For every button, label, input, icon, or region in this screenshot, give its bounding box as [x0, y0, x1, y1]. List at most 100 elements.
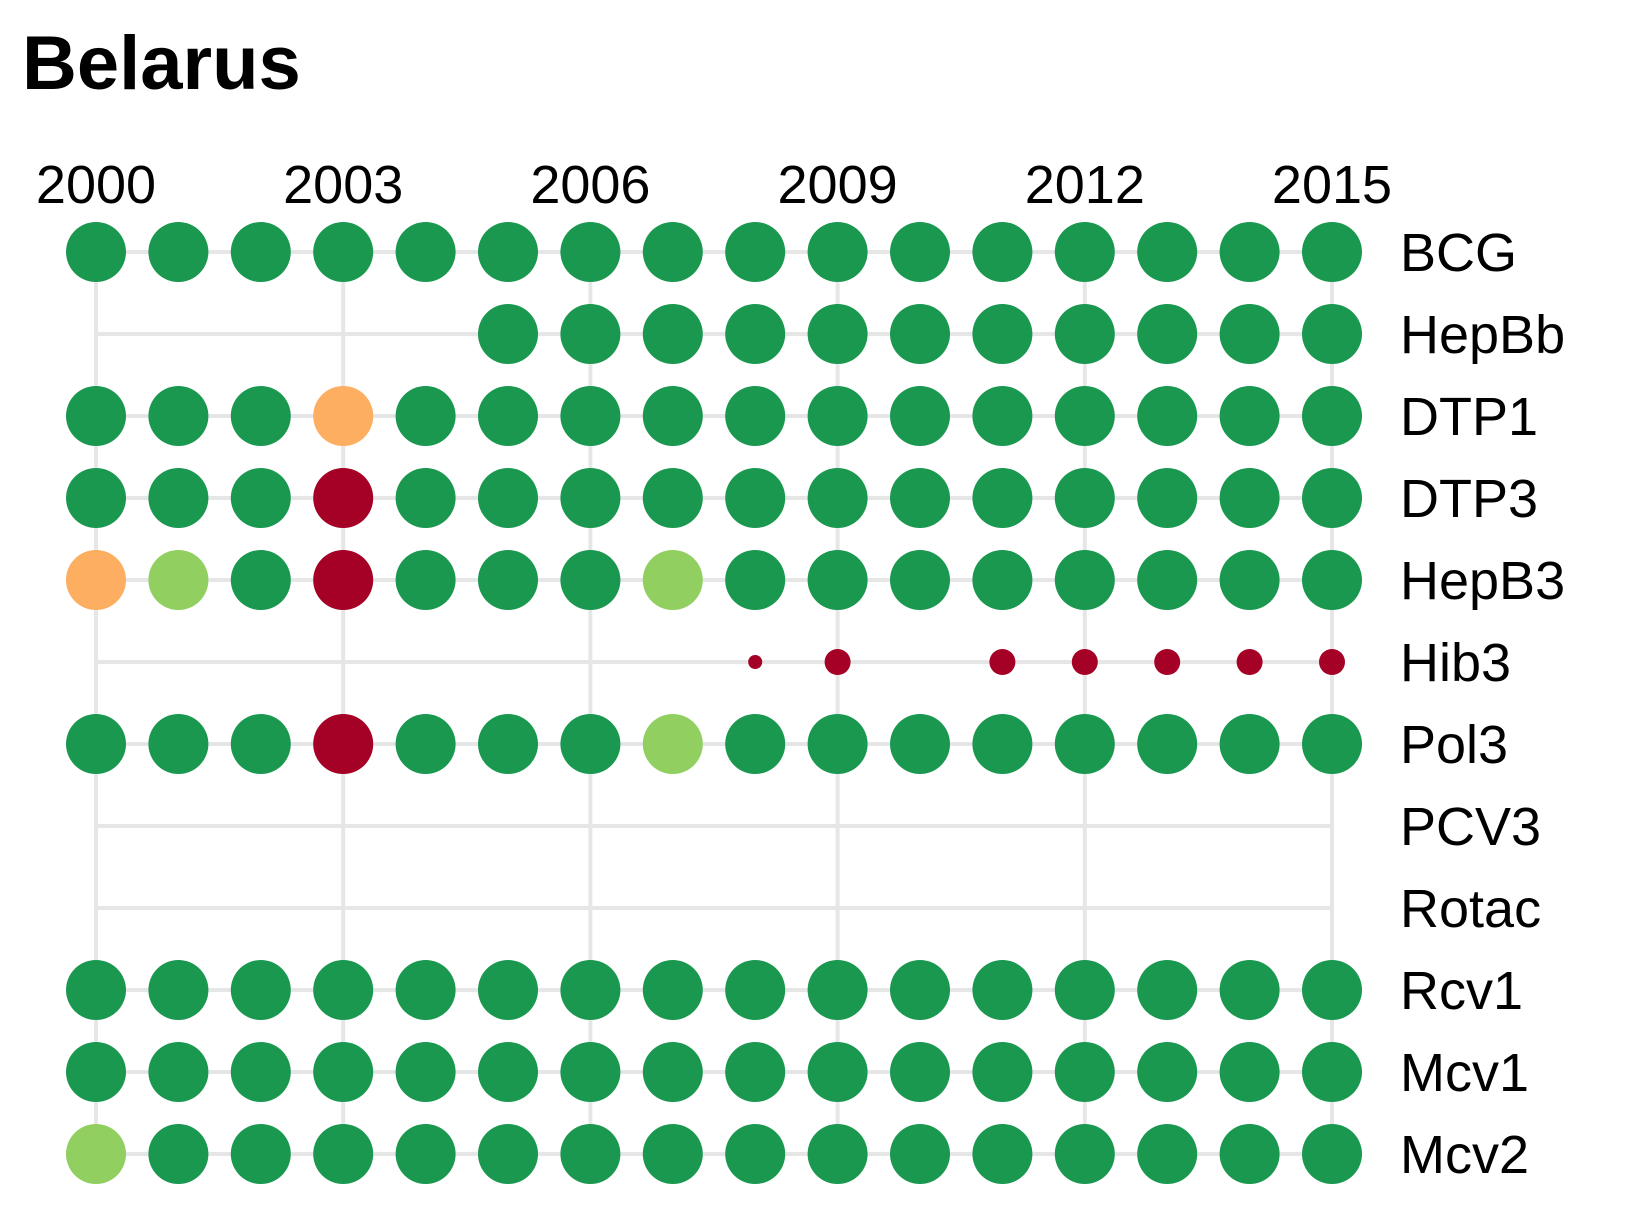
- coverage-dot: [230, 386, 291, 446]
- coverage-dot: [1137, 468, 1198, 528]
- x-tick-label: 2012: [1025, 155, 1145, 215]
- coverage-dot: [1302, 386, 1362, 446]
- row-label: Pol3: [1400, 715, 1508, 775]
- coverage-dot: [1154, 649, 1181, 675]
- coverage-dot: [972, 222, 1033, 282]
- coverage-dot: [890, 1042, 950, 1102]
- coverage-dot: [890, 222, 950, 282]
- coverage-dot: [807, 304, 868, 364]
- coverage-dot: [395, 468, 456, 528]
- coverage-dot: [642, 386, 703, 446]
- coverage-dot: [148, 386, 209, 446]
- coverage-dot: [560, 1042, 621, 1102]
- coverage-dot: [1137, 1042, 1198, 1102]
- coverage-dot: [1054, 1042, 1115, 1102]
- coverage-dot: [890, 550, 950, 610]
- coverage-dot: [1071, 649, 1098, 675]
- coverage-dot: [807, 222, 868, 282]
- coverage-dot: [1054, 714, 1115, 774]
- x-tick-label: 2006: [530, 155, 650, 215]
- coverage-dot: [1219, 960, 1280, 1020]
- coverage-dot: [824, 649, 851, 675]
- coverage-dot: [313, 1042, 374, 1102]
- row-label: DTP1: [1400, 387, 1538, 447]
- row-label: DTP3: [1400, 469, 1538, 529]
- coverage-dot: [725, 960, 786, 1020]
- coverage-dot: [478, 550, 538, 610]
- coverage-dot: [725, 468, 786, 528]
- coverage-dot: [478, 304, 538, 364]
- coverage-dot: [1054, 468, 1115, 528]
- coverage-dot: [642, 550, 703, 610]
- coverage-dot: [395, 1042, 456, 1102]
- coverage-dot: [230, 714, 291, 774]
- row-label: HepB3: [1400, 551, 1565, 611]
- coverage-dot: [972, 1124, 1033, 1184]
- coverage-dot: [807, 550, 868, 610]
- coverage-dot: [725, 222, 786, 282]
- coverage-dot: [66, 1042, 126, 1102]
- coverage-dot: [478, 960, 538, 1020]
- coverage-dot: [972, 468, 1033, 528]
- coverage-dot: [395, 1124, 456, 1184]
- coverage-dot: [560, 222, 621, 282]
- coverage-dot: [478, 714, 538, 774]
- coverage-dot: [1054, 304, 1115, 364]
- coverage-dot: [890, 386, 950, 446]
- coverage-dot: [807, 1042, 868, 1102]
- coverage-dot: [1302, 468, 1362, 528]
- coverage-dot: [1219, 386, 1280, 446]
- coverage-dot: [560, 304, 621, 364]
- coverage-dot: [478, 1124, 538, 1184]
- x-tick-label: 2009: [778, 155, 898, 215]
- coverage-dot: [1302, 1042, 1362, 1102]
- coverage-dot: [807, 714, 868, 774]
- coverage-dot: [1219, 1124, 1280, 1184]
- coverage-dot: [1302, 960, 1362, 1020]
- row-label: HepBb: [1400, 305, 1565, 365]
- coverage-dot: [642, 714, 703, 774]
- coverage-dot: [313, 1124, 374, 1184]
- coverage-dot: [148, 468, 209, 528]
- coverage-dot: [807, 1124, 868, 1184]
- coverage-dot: [313, 714, 374, 774]
- coverage-dot: [642, 468, 703, 528]
- row-label: Rcv1: [1400, 961, 1523, 1021]
- coverage-dot: [1219, 304, 1280, 364]
- coverage-dot: [230, 1042, 291, 1102]
- coverage-dot: [66, 550, 126, 610]
- chart-title: Belarus: [22, 21, 301, 106]
- coverage-dot: [1236, 649, 1263, 675]
- coverage-dot: [1137, 386, 1198, 446]
- coverage-dot: [1219, 222, 1280, 282]
- coverage-dot: [1137, 960, 1198, 1020]
- coverage-dot: [148, 1042, 209, 1102]
- coverage-dot: [807, 468, 868, 528]
- coverage-dot: [725, 304, 786, 364]
- coverage-dot: [66, 468, 126, 528]
- row-label: Mcv1: [1400, 1043, 1529, 1103]
- row-label: Mcv2: [1400, 1125, 1529, 1185]
- coverage-dot: [395, 550, 456, 610]
- coverage-dot: [1137, 550, 1198, 610]
- coverage-dot: [1302, 304, 1362, 364]
- coverage-dot: [989, 649, 1016, 675]
- coverage-dot: [66, 714, 126, 774]
- coverage-dot: [560, 550, 621, 610]
- coverage-dot: [148, 1124, 209, 1184]
- coverage-dot: [560, 468, 621, 528]
- x-tick-label: 2003: [283, 155, 403, 215]
- coverage-dot: [1219, 550, 1280, 610]
- coverage-dot: [725, 1042, 786, 1102]
- coverage-dot: [230, 468, 291, 528]
- coverage-dot: [1219, 468, 1280, 528]
- coverage-dot: [1137, 304, 1198, 364]
- coverage-dot: [560, 386, 621, 446]
- coverage-dot: [313, 550, 374, 610]
- coverage-dot: [642, 1042, 703, 1102]
- coverage-dot: [972, 386, 1033, 446]
- coverage-dot: [148, 714, 209, 774]
- coverage-dot: [1302, 222, 1362, 282]
- coverage-dot: [1219, 1042, 1280, 1102]
- coverage-dot: [66, 222, 126, 282]
